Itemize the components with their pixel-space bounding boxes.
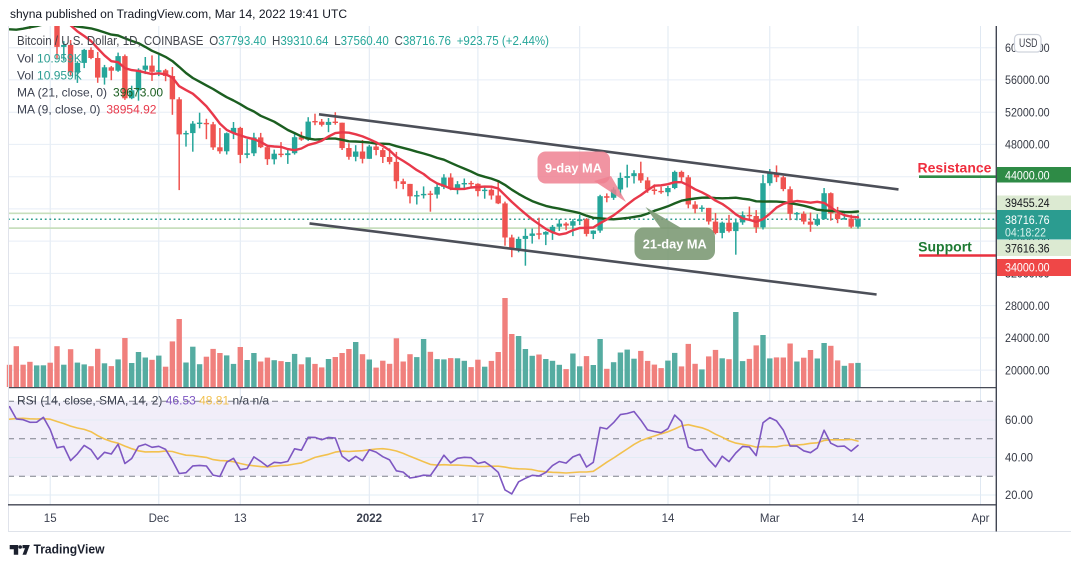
svg-text:20.00: 20.00 bbox=[1005, 488, 1033, 502]
svg-text:44000.00: 44000.00 bbox=[1005, 169, 1050, 183]
svg-text:Vol 10.959K: Vol 10.959K bbox=[17, 69, 82, 83]
svg-text:Apr: Apr bbox=[972, 513, 990, 525]
svg-text:15: 15 bbox=[44, 513, 57, 525]
svg-text:48000.00: 48000.00 bbox=[1005, 138, 1050, 152]
svg-text:04:18:22: 04:18:22 bbox=[1005, 226, 1046, 240]
svg-text:Mar: Mar bbox=[760, 513, 780, 525]
svg-text:52000.00: 52000.00 bbox=[1005, 105, 1050, 119]
svg-text:2022: 2022 bbox=[357, 513, 383, 525]
svg-text:14: 14 bbox=[852, 513, 865, 525]
svg-text:MA (21, close, 0) 39673.00: MA (21, close, 0) 39673.00 bbox=[17, 86, 163, 100]
svg-text:21-day MA: 21-day MA bbox=[643, 236, 707, 251]
svg-text:RSI (14, close, SMA, 14, 2) 46: RSI (14, close, SMA, 14, 2) 46.53 48.81 … bbox=[17, 394, 270, 408]
svg-text:Feb: Feb bbox=[570, 513, 590, 525]
svg-text:Vol 10.959K: Vol 10.959K bbox=[17, 52, 82, 66]
svg-text:14: 14 bbox=[662, 513, 675, 525]
svg-text:20000.00: 20000.00 bbox=[1005, 363, 1050, 377]
svg-text:17: 17 bbox=[472, 513, 485, 525]
svg-text:40.00: 40.00 bbox=[1005, 451, 1033, 465]
svg-text:Resistance: Resistance bbox=[918, 160, 992, 176]
svg-text:TradingView: TradingView bbox=[34, 542, 105, 557]
svg-text:MA (9, close, 0) 38954.92: MA (9, close, 0) 38954.92 bbox=[17, 103, 157, 117]
svg-text:USD: USD bbox=[1019, 38, 1038, 50]
svg-text:37616.36: 37616.36 bbox=[1005, 242, 1050, 256]
svg-text:56000.00: 56000.00 bbox=[1005, 73, 1050, 87]
svg-text:Support: Support bbox=[918, 239, 972, 255]
svg-text:Bitcoin / U.S. Dollar, 1D, COI: Bitcoin / U.S. Dollar, 1D, COINBASE O377… bbox=[17, 33, 549, 48]
svg-text:shyna published on TradingView: shyna published on TradingView.com, Mar … bbox=[10, 7, 347, 21]
svg-text:28000.00: 28000.00 bbox=[1005, 299, 1050, 313]
svg-text:60.00: 60.00 bbox=[1005, 413, 1033, 427]
svg-text:39455.24: 39455.24 bbox=[1005, 196, 1050, 210]
svg-text:34000.00: 34000.00 bbox=[1005, 261, 1050, 275]
svg-text:13: 13 bbox=[234, 513, 247, 525]
svg-text:38716.76: 38716.76 bbox=[1005, 213, 1050, 227]
svg-text:Dec: Dec bbox=[149, 513, 170, 525]
svg-text:24000.00: 24000.00 bbox=[1005, 331, 1050, 345]
svg-text:9-day MA: 9-day MA bbox=[545, 161, 602, 176]
